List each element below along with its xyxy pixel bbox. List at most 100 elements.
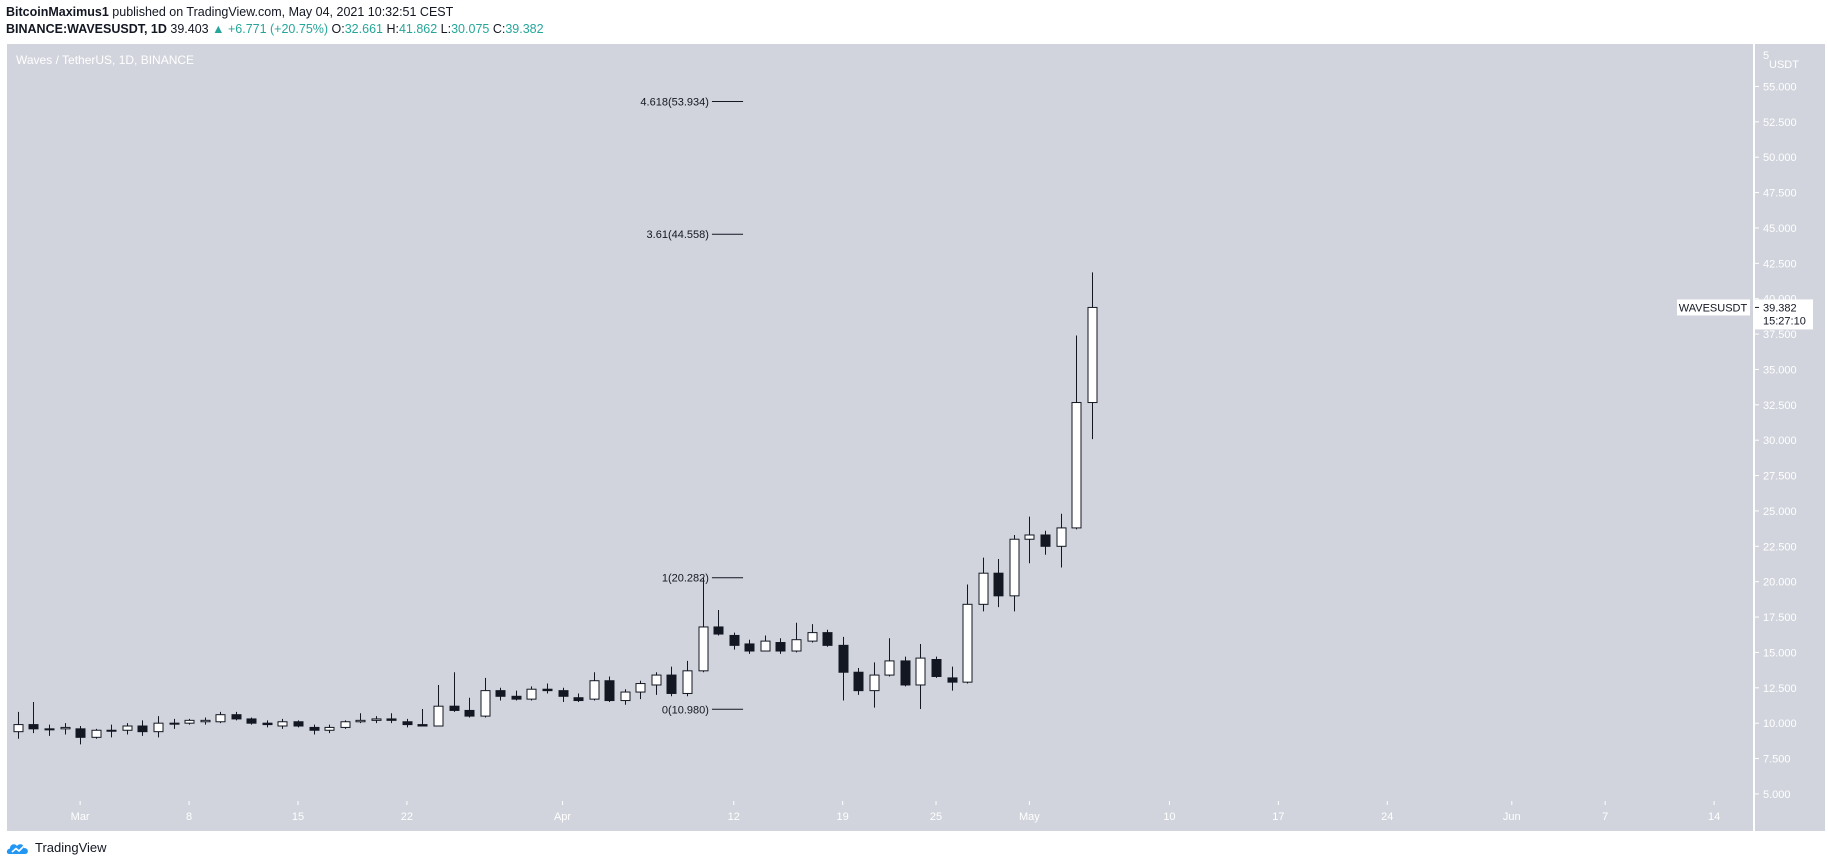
candle	[698, 577, 709, 673]
close-value: 39.382	[505, 22, 544, 36]
candle-body	[1056, 527, 1067, 547]
fib-level-label: 0(10.980)	[662, 704, 709, 716]
candle-body	[962, 603, 973, 683]
high-value: 41.862	[398, 22, 438, 36]
candle	[355, 713, 366, 724]
y-tick-label: 5.000	[1763, 789, 1791, 801]
candle	[900, 656, 911, 687]
candle-body	[60, 726, 71, 730]
candle	[542, 683, 553, 694]
candle-body	[106, 729, 117, 732]
candle-body	[200, 719, 211, 723]
author-name[interactable]: BitcoinMaximus1	[6, 5, 109, 19]
candle	[433, 684, 444, 727]
candle	[293, 720, 304, 728]
candle	[28, 701, 39, 734]
candle	[1071, 335, 1082, 530]
y-tick-label: 37.500	[1763, 329, 1797, 341]
candle	[822, 629, 833, 647]
candle-body	[371, 718, 382, 721]
price-tag-box	[1755, 299, 1813, 330]
chart-title: Waves / TetherUS, 1D, BINANCE	[16, 53, 194, 67]
published-text: published on TradingView.com, May 04, 20…	[112, 5, 454, 19]
candle	[1024, 516, 1035, 564]
candle-body	[215, 714, 226, 723]
candle	[589, 672, 600, 701]
candle-body	[853, 671, 864, 692]
x-tick-label: Mar	[71, 811, 90, 823]
candle	[122, 723, 133, 735]
candle-body	[44, 728, 55, 731]
candle	[417, 709, 428, 727]
candle	[1056, 513, 1067, 568]
x-tick-label: 10	[1163, 811, 1175, 823]
candle-body	[75, 728, 86, 738]
price-chart[interactable]: Waves / TetherUS, 1D, BINANCE 5.000 7.500…	[0, 0, 1828, 835]
candle	[884, 638, 895, 677]
candle	[464, 697, 475, 718]
candle	[480, 677, 491, 718]
candle-body	[635, 683, 646, 693]
fib-level-label: 1(20.282)	[662, 573, 709, 585]
candle-body	[729, 634, 740, 646]
y-tick-label: 42.500	[1763, 258, 1797, 270]
close-label: C:	[492, 22, 506, 36]
footer-brand[interactable]: TradingView	[35, 840, 107, 855]
candle	[449, 672, 460, 712]
candle-body	[386, 718, 397, 721]
candle-body	[184, 719, 195, 724]
candle	[993, 559, 1004, 608]
candle-body	[558, 690, 569, 697]
chart-header: BitcoinMaximus1 published on TradingView…	[6, 4, 544, 36]
candle	[44, 724, 55, 736]
fib-levels: 4.618(53.934) 3.61(44.558) 1(20.282) 0(10.9…	[640, 97, 744, 716]
candle	[573, 693, 584, 702]
last-price: 39.403	[170, 22, 209, 36]
candle-body	[931, 659, 942, 677]
candle-body	[480, 690, 491, 717]
candle	[75, 726, 86, 745]
y-tick-label: 55.000	[1763, 81, 1797, 93]
tradingview-logo-icon	[6, 843, 28, 854]
symbol-line: BINANCE:WAVESUSDT, 1D	[6, 22, 167, 36]
candle-body	[28, 724, 39, 730]
candle	[853, 667, 864, 695]
candle	[729, 632, 740, 650]
candle	[246, 717, 257, 725]
y-tick-label: 25.000	[1763, 506, 1797, 518]
candle	[215, 711, 226, 724]
price-tag-value: 39.382	[1763, 302, 1797, 314]
low-label: L:	[440, 22, 452, 36]
x-tick-label: Jun	[1503, 811, 1521, 823]
candle-body	[884, 660, 895, 676]
y-tick-label: 47.500	[1763, 188, 1797, 200]
candle	[137, 720, 148, 736]
x-tick-label: 22	[401, 811, 413, 823]
candle	[978, 557, 989, 612]
candle-body	[293, 721, 304, 727]
candle-body	[838, 644, 849, 673]
candle-body	[511, 695, 522, 700]
countdown-label: 15:27:10	[1763, 315, 1806, 327]
fib-level-label: 3.61(44.558)	[647, 229, 709, 241]
candle-body	[355, 719, 366, 723]
candle-body	[978, 572, 989, 605]
y-tick-label: 52.500	[1763, 117, 1797, 129]
price-axis[interactable]	[1755, 44, 1825, 801]
x-tick-label: 25	[930, 811, 942, 823]
candle-body	[1040, 534, 1051, 547]
time-axis[interactable]	[7, 801, 1753, 831]
candle	[60, 723, 71, 735]
candle	[760, 635, 771, 652]
candle	[231, 711, 242, 721]
chart-pane[interactable]	[7, 44, 1753, 801]
candle	[620, 689, 631, 705]
x-tick-label: 7	[1602, 811, 1608, 823]
candle	[526, 686, 537, 701]
candle	[869, 662, 880, 708]
candle	[651, 672, 662, 695]
candle-body	[153, 722, 164, 733]
candle	[604, 676, 615, 702]
candle	[1040, 530, 1051, 555]
